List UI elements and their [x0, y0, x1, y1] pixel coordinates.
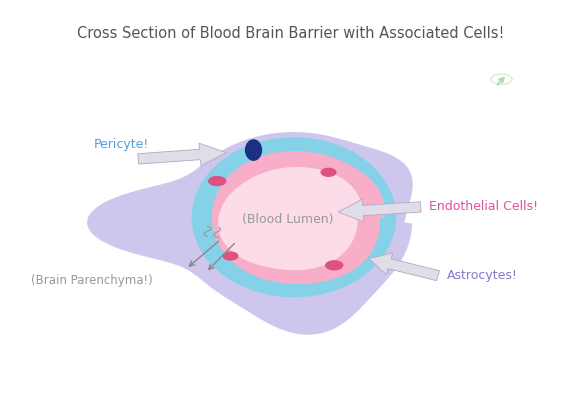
Text: (Blood Lumen): (Blood Lumen)	[242, 213, 334, 226]
Text: Astrocytes!: Astrocytes!	[446, 269, 517, 282]
Polygon shape	[87, 132, 413, 335]
Ellipse shape	[245, 139, 262, 161]
Polygon shape	[338, 199, 421, 222]
Polygon shape	[212, 151, 385, 284]
Ellipse shape	[191, 137, 396, 297]
Ellipse shape	[222, 251, 239, 261]
Polygon shape	[218, 167, 362, 270]
Polygon shape	[138, 143, 226, 166]
Ellipse shape	[208, 176, 226, 186]
Text: Pericyte!: Pericyte!	[93, 138, 148, 151]
Polygon shape	[369, 253, 439, 281]
Ellipse shape	[325, 260, 343, 271]
Text: Cross Section of Blood Brain Barrier with Associated Cells!: Cross Section of Blood Brain Barrier wit…	[77, 26, 505, 41]
Ellipse shape	[321, 168, 336, 177]
Text: (Brain Parenchyma!): (Brain Parenchyma!)	[31, 274, 153, 287]
Text: Endothelial Cells!: Endothelial Cells!	[430, 200, 538, 213]
